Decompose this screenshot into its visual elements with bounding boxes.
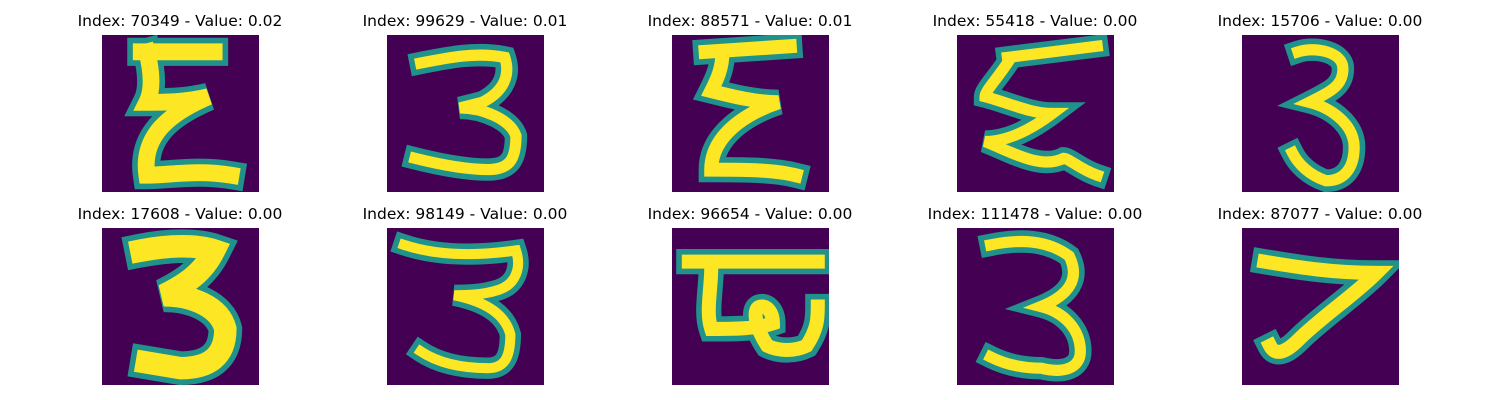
digit-image (1242, 228, 1399, 385)
panel-title: Index: 87077 - Value: 0.00 (1217, 205, 1423, 223)
panel-title: Index: 96654 - Value: 0.00 (647, 205, 853, 223)
panel-title: Index: 88571 - Value: 0.01 (647, 12, 853, 30)
digit-stroke-core (1284, 44, 1360, 187)
digit-stroke-core (698, 38, 804, 184)
digit-stroke-core (408, 49, 522, 176)
panel-title: Index: 111478 - Value: 0.00 (927, 205, 1143, 223)
panel-title: Index: 99629 - Value: 0.01 (362, 12, 568, 30)
digit-image (957, 35, 1114, 192)
digit-image (672, 228, 829, 385)
digit-stroke-core (979, 39, 1105, 183)
panel-title: Index: 55418 - Value: 0.00 (932, 12, 1138, 30)
digit-stroke-core (128, 235, 237, 380)
digit-image (387, 35, 544, 192)
digit-stroke-core (983, 235, 1086, 376)
digit-image (102, 228, 259, 385)
panel-title: Index: 15706 - Value: 0.00 (1217, 12, 1423, 30)
digit-stroke-core (681, 254, 825, 357)
panel-title: Index: 98149 - Value: 0.00 (362, 205, 568, 223)
digit-stroke-core (1256, 253, 1394, 359)
digit-image (672, 35, 829, 192)
digit-stroke-core (132, 41, 241, 185)
digit-image (387, 228, 544, 385)
digit-image (957, 228, 1114, 385)
digit-image (102, 35, 259, 192)
panel-title: Index: 70349 - Value: 0.02 (77, 12, 283, 30)
panel-title: Index: 17608 - Value: 0.00 (77, 205, 283, 223)
digit-stroke-core (397, 238, 524, 374)
digit-image (1242, 35, 1399, 192)
